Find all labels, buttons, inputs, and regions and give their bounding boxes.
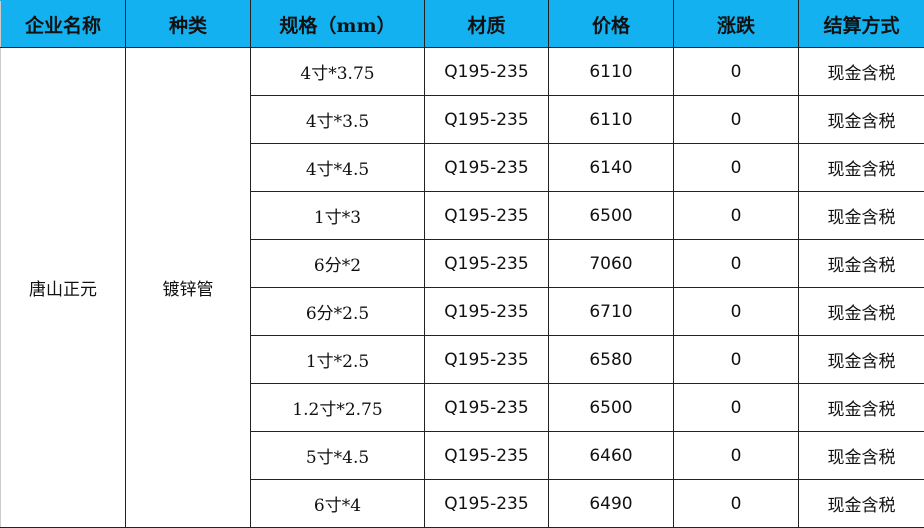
material-cell: Q195-235 — [425, 480, 549, 528]
column-header: 规格（mm） — [251, 1, 425, 48]
header-row: 企业名称种类规格（mm）材质价格涨跌结算方式 — [1, 1, 924, 48]
change-cell: 0 — [674, 432, 799, 480]
change-cell: 0 — [674, 384, 799, 432]
price-cell: 6110 — [549, 48, 674, 96]
settlement-cell: 现金含税 — [799, 240, 924, 288]
settlement-cell: 现金含税 — [799, 48, 924, 96]
company-cell: 唐山正元 — [1, 48, 126, 528]
column-header: 涨跌 — [674, 1, 799, 48]
spec-cell: 4寸*4.5 — [251, 144, 425, 192]
settlement-cell: 现金含税 — [799, 96, 924, 144]
change-cell: 0 — [674, 336, 799, 384]
change-cell: 0 — [674, 240, 799, 288]
change-cell: 0 — [674, 144, 799, 192]
material-cell: Q195-235 — [425, 432, 549, 480]
change-cell: 0 — [674, 288, 799, 336]
price-cell: 6710 — [549, 288, 674, 336]
column-header: 结算方式 — [799, 1, 924, 48]
spec-cell: 6分*2.5 — [251, 288, 425, 336]
material-cell: Q195-235 — [425, 336, 549, 384]
column-header: 种类 — [126, 1, 251, 48]
column-header: 企业名称 — [1, 1, 126, 48]
column-header: 价格 — [549, 1, 674, 48]
settlement-cell: 现金含税 — [799, 192, 924, 240]
change-cell: 0 — [674, 96, 799, 144]
price-cell: 6140 — [549, 144, 674, 192]
settlement-cell: 现金含税 — [799, 384, 924, 432]
settlement-cell: 现金含税 — [799, 480, 924, 528]
spec-cell: 6分*2 — [251, 240, 425, 288]
spec-cell: 4寸*3.75 — [251, 48, 425, 96]
spec-cell: 6寸*4 — [251, 480, 425, 528]
spec-cell: 1寸*3 — [251, 192, 425, 240]
change-cell: 0 — [674, 480, 799, 528]
material-cell: Q195-235 — [425, 384, 549, 432]
price-cell: 7060 — [549, 240, 674, 288]
settlement-cell: 现金含税 — [799, 432, 924, 480]
spec-cell: 1寸*2.5 — [251, 336, 425, 384]
spec-cell: 5寸*4.5 — [251, 432, 425, 480]
settlement-cell: 现金含税 — [799, 288, 924, 336]
material-cell: Q195-235 — [425, 96, 549, 144]
price-cell: 6500 — [549, 384, 674, 432]
material-cell: Q195-235 — [425, 144, 549, 192]
price-cell: 6500 — [549, 192, 674, 240]
price-cell: 6460 — [549, 432, 674, 480]
change-cell: 0 — [674, 192, 799, 240]
category-cell: 镀锌管 — [126, 48, 251, 528]
price-cell: 6580 — [549, 336, 674, 384]
price-cell: 6490 — [549, 480, 674, 528]
settlement-cell: 现金含税 — [799, 336, 924, 384]
spec-cell: 4寸*3.5 — [251, 96, 425, 144]
price-cell: 6110 — [549, 96, 674, 144]
settlement-cell: 现金含税 — [799, 144, 924, 192]
spec-cell: 1.2寸*2.75 — [251, 384, 425, 432]
column-header: 材质 — [425, 1, 549, 48]
material-cell: Q195-235 — [425, 288, 549, 336]
change-cell: 0 — [674, 48, 799, 96]
material-cell: Q195-235 — [425, 48, 549, 96]
material-cell: Q195-235 — [425, 192, 549, 240]
material-cell: Q195-235 — [425, 240, 549, 288]
